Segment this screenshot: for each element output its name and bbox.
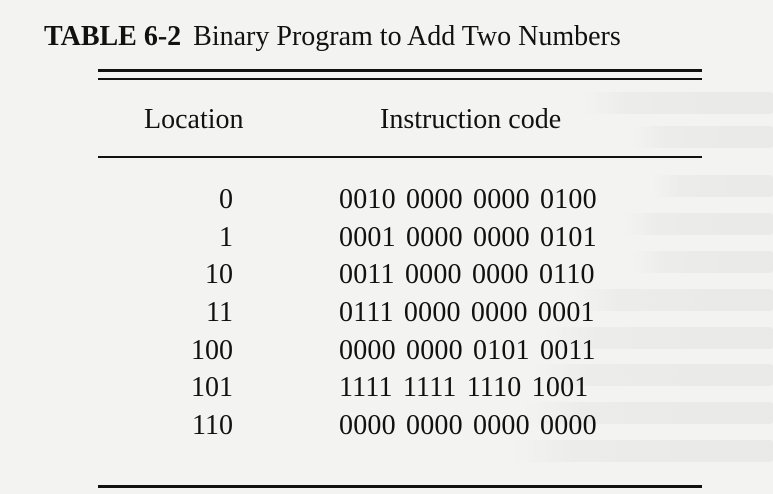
table-row: 110 0000 0000 0000 0000 [0, 407, 773, 445]
instruction-code-cell: 0010 0000 0000 0100 [339, 184, 597, 215]
location-cell: 100 [191, 334, 233, 366]
table-row: 101 1111 1111 1110 1001 [0, 369, 773, 407]
table-row: 100 0000 0000 0101 0011 [0, 332, 773, 370]
top-rule-thin [98, 78, 702, 80]
table-row: 10 0011 0000 0000 0110 [0, 256, 773, 294]
instruction-code-cell: 0000 0000 0000 0000 [339, 410, 597, 442]
header-rule [98, 156, 702, 158]
table-row: 11 0111 0000 0000 0001 [0, 294, 773, 332]
location-cell: 110 [192, 410, 233, 442]
instruction-code-cell: 0000 0000 0101 0011 [339, 334, 596, 366]
column-header-instruction-code: Instruction code [380, 104, 562, 135]
table-number: TABLE 6-2 [44, 21, 182, 52]
table-body: 0 0010 0000 0000 0100 1 0001 0000 0000 0… [0, 181, 773, 445]
table-title: Binary Program to Add Two Numbers [193, 21, 621, 52]
table-caption: TABLE 6-2 Binary Program to Add Two Numbe… [44, 20, 621, 54]
location-cell: 11 [206, 297, 233, 329]
instruction-code-cell: 1111 1111 1110 1001 [339, 372, 589, 404]
bottom-rule [98, 485, 702, 488]
top-rule-thick [98, 69, 702, 72]
column-header-location: Location [144, 104, 244, 135]
table-row: 1 0001 0000 0000 0101 [0, 219, 773, 257]
location-cell: 101 [191, 372, 233, 404]
location-cell: 10 [205, 259, 233, 291]
location-cell: 1 [219, 221, 233, 253]
instruction-code-cell: 0001 0000 0000 0101 [339, 221, 597, 253]
instruction-code-cell: 0011 0000 0000 0110 [339, 259, 595, 291]
location-cell: 0 [219, 184, 233, 215]
instruction-code-cell: 0111 0000 0000 0001 [339, 297, 595, 329]
table-row: 0 0010 0000 0000 0100 [0, 181, 773, 219]
